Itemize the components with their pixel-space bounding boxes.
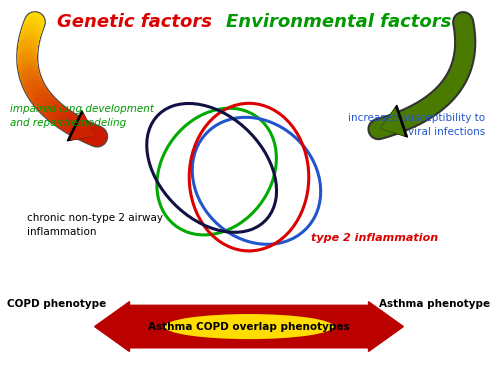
FancyArrowPatch shape — [71, 114, 95, 139]
Ellipse shape — [164, 314, 334, 339]
Text: COPD phenotype: COPD phenotype — [7, 299, 107, 310]
FancyArrow shape — [366, 302, 403, 351]
FancyArrowPatch shape — [71, 114, 95, 139]
Text: chronic non-type 2 airway
inflammation: chronic non-type 2 airway inflammation — [27, 213, 163, 237]
FancyArrow shape — [95, 302, 132, 351]
Text: increased susceptibility to
viral infections: increased susceptibility to viral infect… — [349, 113, 486, 138]
FancyArrowPatch shape — [67, 111, 95, 141]
Text: Asthma COPD overlap phenotypes: Asthma COPD overlap phenotypes — [148, 321, 350, 332]
Text: Environmental factors: Environmental factors — [226, 13, 451, 31]
Text: impaired lung development
and repair/remodeling: impaired lung development and repair/rem… — [10, 104, 154, 128]
Text: type 2 inflammation: type 2 inflammation — [311, 233, 438, 243]
FancyBboxPatch shape — [124, 305, 374, 348]
Text: Genetic factors: Genetic factors — [57, 13, 212, 31]
FancyArrowPatch shape — [381, 106, 407, 137]
Text: Asthma phenotype: Asthma phenotype — [379, 299, 491, 310]
FancyArrowPatch shape — [381, 109, 404, 135]
